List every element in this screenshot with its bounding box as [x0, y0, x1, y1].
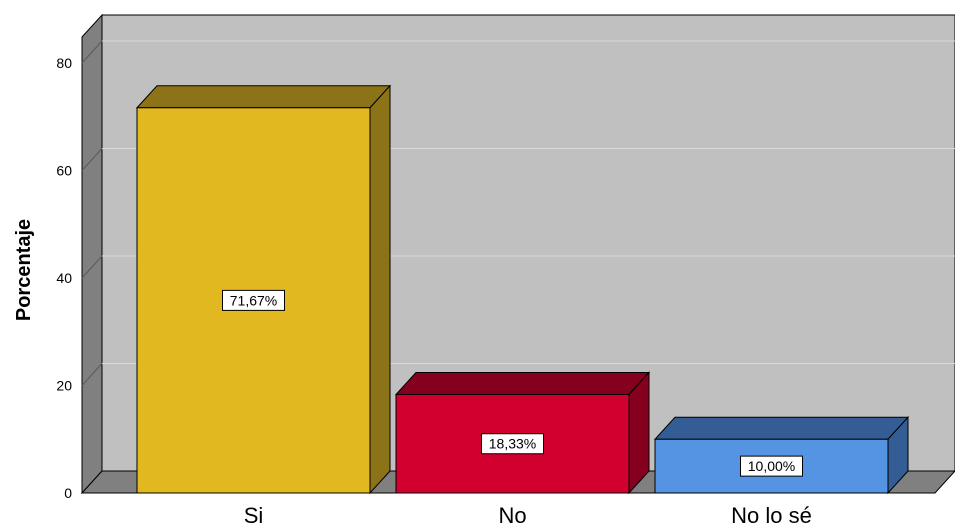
y-tick-label: 0 [64, 485, 72, 501]
bar-top-face [653, 416, 910, 440]
x-axis-category-labels: Si No No lo sé [244, 503, 812, 527]
y-axis-title: Porcentaje [13, 219, 35, 321]
data-label: 18,33% [489, 436, 536, 452]
gridline-side [81, 255, 103, 279]
x-category-label: Si [244, 503, 264, 527]
data-label-box [481, 433, 544, 455]
y-tick-label: 80 [56, 55, 72, 71]
data-labels: 71,67% 18,33% 10,00% [222, 289, 803, 477]
y-tick-label: 20 [56, 378, 72, 394]
y-tick-label: 40 [56, 270, 72, 286]
bar-side-face [369, 84, 391, 495]
bar-top-face [394, 371, 651, 395]
x-category-label: No [498, 503, 526, 527]
data-label: 10,00% [748, 458, 795, 474]
y-axis-tick-labels: 0 20 40 60 80 [56, 55, 72, 501]
bar-top-face [135, 85, 392, 109]
data-label-box [740, 455, 803, 477]
gridline-side [81, 148, 103, 171]
gridline-side [81, 40, 103, 64]
bar-side-face [628, 371, 650, 495]
x-category-label: No lo sé [731, 503, 812, 527]
gridline-side [81, 363, 103, 386]
left-wall [81, 13, 103, 495]
y-tick-label: 60 [56, 163, 72, 179]
data-label: 71,67% [230, 292, 277, 308]
data-label-box [222, 289, 285, 311]
